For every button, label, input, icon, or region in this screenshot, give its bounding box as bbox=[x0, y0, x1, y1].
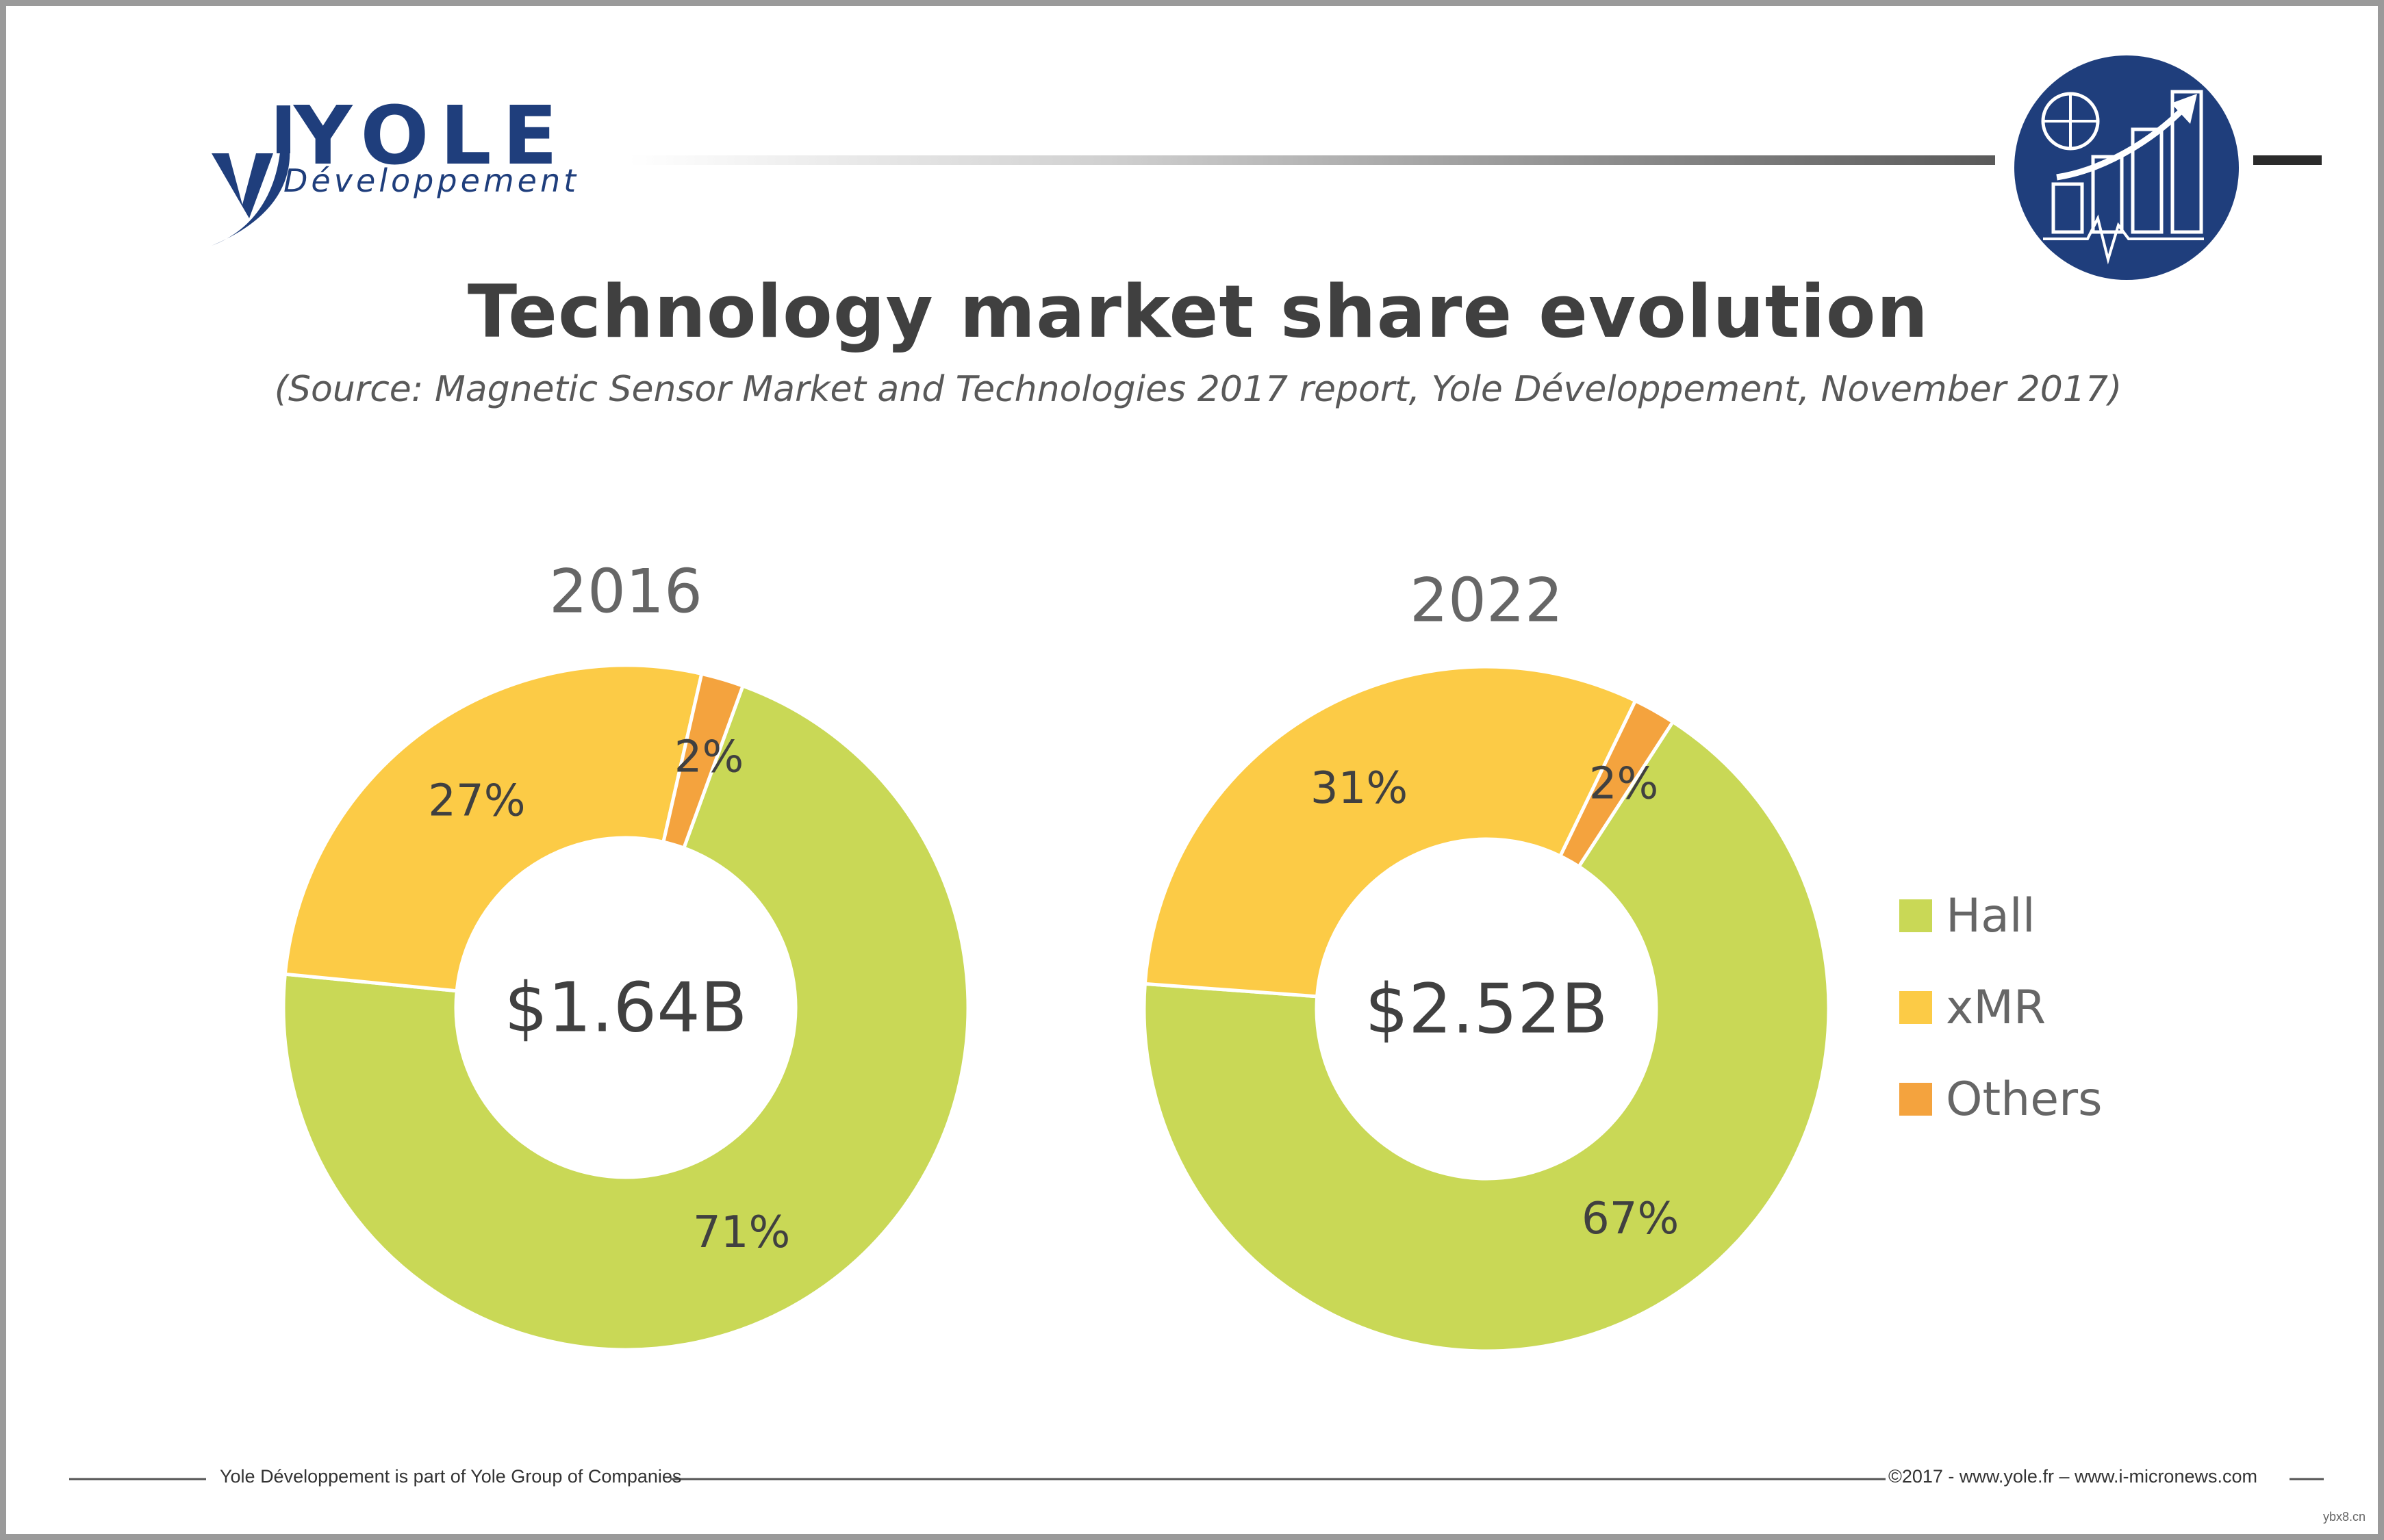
footer-right: ©2017 - www.yole.fr – www.i-micronews.co… bbox=[1888, 1466, 2257, 1487]
data-label-xmr-2022: 31% bbox=[1310, 763, 1408, 814]
page-subtitle: (Source: Magnetic Sensor Market and Tech… bbox=[274, 369, 2122, 410]
legend-swatch-hall bbox=[1899, 899, 1932, 932]
legend-swatch-xmr bbox=[1899, 991, 1932, 1024]
donut-charts: 71% 27% 2% $1.64B 2016 67% 31% 2% $2.52B 2022 bbox=[281, 556, 1831, 1353]
legend-item-xmr: xMR bbox=[1899, 962, 2103, 1053]
legend: Hall xMR Others bbox=[1899, 870, 2103, 1145]
decoration-layer bbox=[69, 55, 2324, 1480]
chart-title-2016: 2016 bbox=[549, 556, 702, 627]
footer-left: Yole Développement is part of Yole Group… bbox=[220, 1466, 682, 1487]
legend-label-hall: Hall bbox=[1946, 888, 2036, 943]
slice-hall-2022 bbox=[1142, 719, 1831, 1353]
logo-wordmark: YOLE bbox=[294, 88, 569, 183]
donut-chart-2022: 67% 31% 2% $2.52B 2022 bbox=[1142, 565, 1831, 1353]
slice-hall-2016 bbox=[281, 683, 970, 1352]
data-label-hall-2022: 67% bbox=[1582, 1194, 1679, 1244]
data-label-others-2016: 2% bbox=[674, 732, 744, 783]
header-rule bbox=[629, 155, 1995, 165]
legend-item-others: Others bbox=[1899, 1053, 2103, 1145]
data-label-xmr-2016: 27% bbox=[428, 775, 525, 826]
watermark: ybx8.cn bbox=[2322, 1510, 2366, 1524]
logo-subtext: Développement bbox=[283, 162, 580, 199]
legend-item-hall: Hall bbox=[1899, 870, 2103, 962]
logo-bar-icon bbox=[277, 105, 290, 153]
slice-others-2016 bbox=[661, 671, 746, 851]
data-label-others-2022: 2% bbox=[1589, 758, 1659, 809]
data-label-hall-2016: 71% bbox=[693, 1207, 790, 1258]
chart-title-2022: 2022 bbox=[1410, 565, 1563, 636]
legend-swatch-others bbox=[1899, 1083, 1932, 1116]
donut-chart-2016: 71% 27% 2% $1.64B 2016 bbox=[281, 556, 970, 1352]
slice-xmr-2022 bbox=[1143, 665, 1638, 999]
center-label-2022: $2.52B bbox=[1365, 969, 1608, 1049]
report-emblem-icon bbox=[2014, 55, 2239, 280]
slice-others-2022 bbox=[1558, 698, 1675, 869]
legend-label-others: Others bbox=[1946, 1072, 2103, 1127]
legend-label-xmr: xMR bbox=[1946, 980, 2046, 1035]
slice-xmr-2016 bbox=[283, 663, 704, 993]
center-label-2016: $1.64B bbox=[505, 968, 748, 1048]
header-rule-end bbox=[2253, 155, 2322, 165]
logo-y-icon bbox=[212, 153, 273, 218]
page-title: Technology market share evolution bbox=[467, 270, 1929, 354]
